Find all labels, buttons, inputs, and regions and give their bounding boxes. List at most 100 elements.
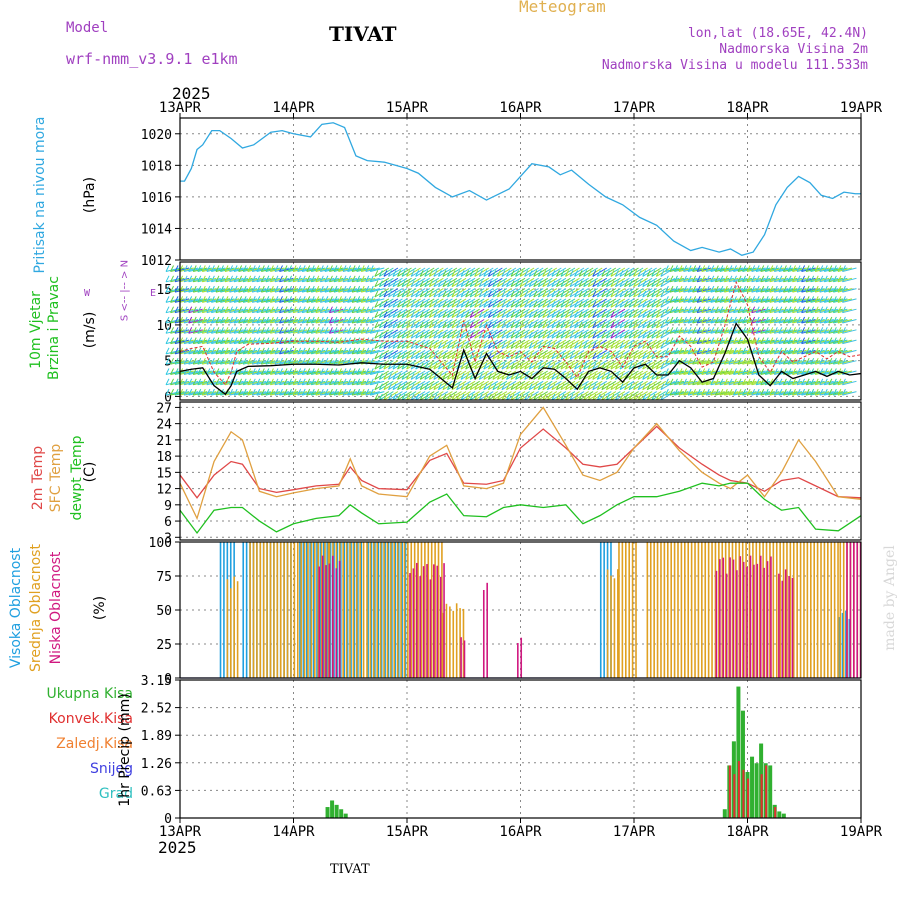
wind-barb (333, 319, 349, 324)
wind-barb (342, 267, 358, 272)
wind-barb-feather (651, 383, 656, 390)
wind-barb (197, 277, 212, 283)
wind-barb (174, 298, 190, 303)
wind-barb-feather (664, 316, 669, 324)
wind-barb (833, 277, 848, 283)
wind-barb (342, 339, 358, 345)
wind-barb (715, 308, 730, 314)
meteogram-title: Meteogram (519, 0, 606, 16)
wind-barb-feather (220, 275, 224, 283)
wind-barb-feather (560, 290, 565, 298)
wind-barb-feather (537, 270, 542, 277)
wind-barb-feather (342, 327, 347, 334)
wind-barb (315, 267, 330, 272)
wind-barb (842, 360, 857, 365)
wind-barb-feather (465, 321, 470, 329)
wind-barb-feather (519, 301, 524, 308)
wind-barb-feather (442, 342, 447, 349)
cloud-bar (333, 542, 335, 678)
wind-barb (837, 391, 853, 396)
wind-barb (737, 319, 753, 324)
wind-barb-feather (319, 306, 324, 313)
wind-barb-feather (792, 337, 796, 344)
wind-barb-feather (687, 357, 692, 365)
wind-barb-feather (624, 331, 628, 339)
wind-barb (765, 360, 780, 365)
wind-barb (174, 288, 190, 293)
wind-barb-feather (365, 275, 370, 283)
wind-barb (356, 319, 371, 324)
wind-barb (265, 319, 281, 324)
wind-barb-feather (605, 301, 610, 308)
wind-barb-feather (633, 383, 638, 390)
wind-barb (837, 360, 853, 365)
temp-dew-line (179, 482, 862, 535)
wind-barb-feather (660, 280, 665, 287)
cloud-bar (701, 542, 703, 678)
cloud-bar (223, 542, 225, 678)
wind-barb (715, 277, 730, 283)
cloud-bar (845, 610, 847, 678)
wind-barb-feather (583, 321, 588, 329)
wind-barb-feather (310, 316, 315, 324)
wind-barb-feather (383, 270, 388, 277)
wind-barb-feather (506, 393, 510, 401)
wind-barb (270, 267, 285, 272)
cloud-bar (296, 542, 299, 678)
xtick-bottom-label: 15APR (386, 824, 429, 840)
wind-barb (774, 288, 789, 293)
wind-barb-feather (764, 275, 769, 283)
wind-barb-feather (605, 280, 610, 287)
wind-barb (837, 370, 853, 375)
wind-barb-feather (755, 337, 760, 344)
wind-barb (243, 391, 258, 396)
wind-barb-feather (728, 275, 733, 283)
wind-barb (297, 370, 312, 375)
wind-barb-feather (542, 301, 547, 308)
wind-barb-feather (637, 383, 642, 390)
wind-barb (833, 391, 848, 396)
wind-barb-feather (292, 388, 297, 396)
cloud-bar (786, 542, 788, 678)
wind-barb-feather (587, 270, 592, 277)
wind-barb-feather (696, 327, 701, 334)
wind-barb-feather (692, 285, 697, 293)
wind-barb-feather (451, 311, 456, 318)
wind-barb-feather (365, 306, 370, 313)
wind-barb-feather (778, 378, 783, 386)
wind-barb-feather (374, 311, 379, 318)
wind-barb (174, 329, 190, 334)
wind-barb-feather (360, 347, 365, 355)
cloud-bar (310, 542, 313, 678)
wind-barb-feather (683, 347, 688, 355)
wind-barb-feather (733, 265, 737, 272)
wind-barb (288, 288, 303, 293)
cloud-bar (443, 563, 445, 678)
wind-barb-feather (764, 327, 769, 334)
wind-barb (306, 380, 321, 386)
wind-barb-feather (814, 285, 819, 293)
wind-barb (801, 360, 816, 365)
wind-barb-feather (496, 290, 501, 298)
wind-barb-feather (742, 388, 747, 396)
wind-barb-feather (478, 373, 483, 380)
wind-barb-feather (328, 296, 333, 303)
wind-barb (274, 329, 290, 334)
wind-barb-feather (746, 378, 751, 386)
wind-barb-feather (619, 311, 624, 318)
cloud-bar (384, 542, 386, 678)
wind-barb-feather (782, 275, 787, 283)
wind-barb (283, 267, 299, 272)
wind-barb-feather (524, 321, 529, 329)
wind-barb-feather (197, 378, 202, 386)
wind-barb-feather (637, 280, 642, 287)
wind-barb (810, 339, 825, 345)
wind-barb (215, 360, 231, 365)
cloud-bar (455, 603, 458, 678)
wind-barb-feather (801, 306, 806, 313)
wind-barb-feather (810, 357, 815, 365)
cloud-bar (646, 542, 649, 678)
wind-barb-feather (297, 275, 302, 283)
wind-barb-feather (524, 383, 529, 390)
wind-barb-feather (628, 311, 633, 318)
